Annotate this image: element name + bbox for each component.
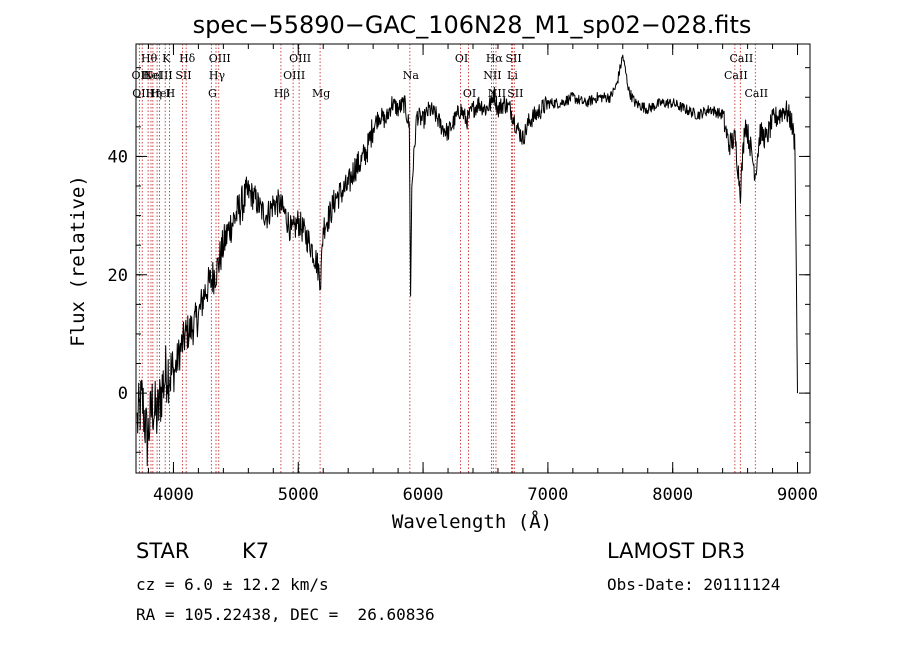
spectral-line-label: K xyxy=(162,52,171,65)
x-tick-label: 9000 xyxy=(777,485,818,505)
spectral-line-label: Hα xyxy=(486,52,504,65)
spectral-line-label: SII xyxy=(507,87,523,100)
spectral-line-label: CaII xyxy=(730,52,754,65)
spectral-line-label: OI xyxy=(463,87,476,100)
spectral-line-label: Hγ xyxy=(209,69,226,82)
plot-frame xyxy=(135,43,811,474)
spectral-line-label: OIII xyxy=(132,87,154,100)
redshift-text: cz = 6.0 ± 12.2 km/s xyxy=(136,575,329,594)
spectral-line-label: OIII xyxy=(289,52,311,65)
spectral-line-label: CaII xyxy=(744,87,768,100)
axis-ticks xyxy=(136,44,810,473)
survey-name: LAMOST DR3 xyxy=(607,539,745,563)
x-axis-label: Wavelength (Å) xyxy=(392,510,552,533)
spectral-line-label: Mg xyxy=(312,87,330,100)
spectral-line-label: Na xyxy=(403,69,420,82)
spectral-line-label: OI xyxy=(455,52,468,65)
x-tick-label: 6000 xyxy=(403,485,444,505)
spectral-line-label: NeIII xyxy=(144,69,173,82)
spectral-line-label: Hη xyxy=(146,87,162,100)
x-tick-label: 5000 xyxy=(278,485,319,505)
spectral-line-label: Hθ xyxy=(141,52,158,65)
spectral-line-label: Hδ xyxy=(179,52,196,65)
x-tick-labels: 4000 5000 6000 7000 8000 9000 xyxy=(153,485,818,505)
spectral-line-label: HeI xyxy=(150,87,170,100)
spectral-line-markers xyxy=(138,44,756,473)
y-tick-label: 20 xyxy=(108,266,128,286)
x-tick-label: 4000 xyxy=(153,485,194,505)
flux-line xyxy=(136,54,798,467)
subclass: K7 xyxy=(242,539,269,563)
object-class: STAR xyxy=(136,539,189,563)
spectral-line-label: HeI xyxy=(142,69,162,82)
y-tick-labels: 0 20 40 xyxy=(108,147,128,404)
coordinates: RA = 105.22438, DEC = 26.60836 xyxy=(136,605,435,624)
spectral-line-label: NII xyxy=(488,87,506,100)
x-tick-label: 7000 xyxy=(527,485,568,505)
y-tick-label: 40 xyxy=(108,147,128,167)
chart-title: spec−55890−GAC_106N28_M1_sp02−028.fits xyxy=(193,11,752,39)
spectral-line-label: G xyxy=(208,87,217,100)
spectral-line-label: OIII xyxy=(283,69,305,82)
flux-series xyxy=(136,54,798,467)
x-tick-label: 8000 xyxy=(652,485,693,505)
obs-date: Obs-Date: 20111124 xyxy=(607,575,780,594)
y-tick-label: 0 xyxy=(118,384,128,404)
spectral-line-label: NII xyxy=(483,69,501,82)
spectral-line-label: Li xyxy=(507,69,518,82)
spectral-line-label: SII xyxy=(175,69,191,82)
spectral-line-label: CaII xyxy=(724,69,748,82)
spectral-line-label: Hβ xyxy=(274,87,290,100)
spectral-line-label: H xyxy=(166,87,176,100)
spectral-line-label: OIII xyxy=(209,52,231,65)
spectral-line-labels: OIIOIIIHθHeIHηNeIIIHeIKHSIIHδGHγOIIIHβOI… xyxy=(132,52,769,100)
spectral-line-label: SII xyxy=(505,52,521,65)
y-axis-label: Flux (relative) xyxy=(67,175,89,347)
